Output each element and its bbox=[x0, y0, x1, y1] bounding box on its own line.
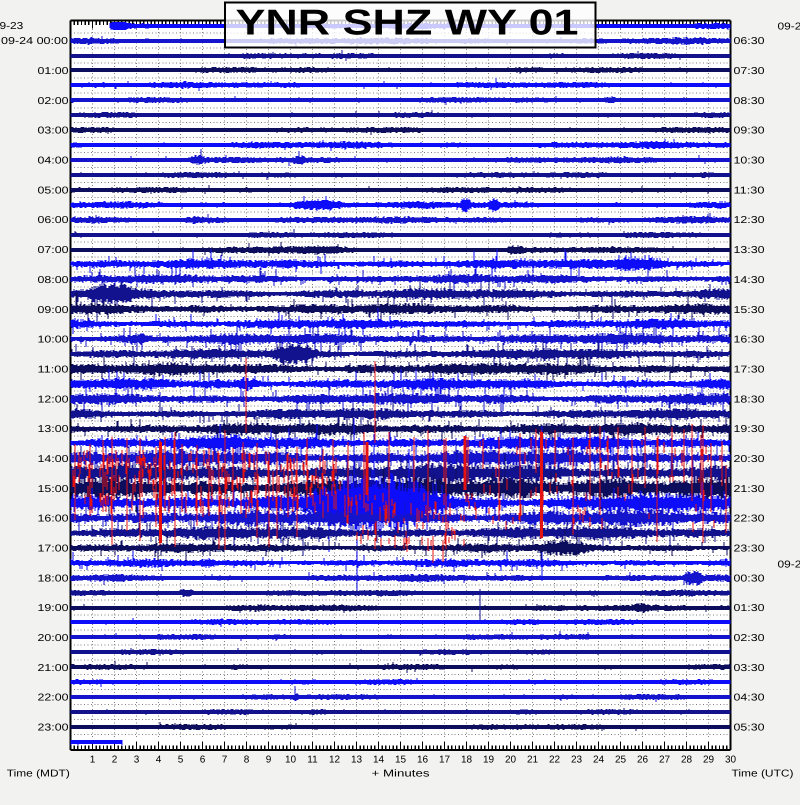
svg-text:17:30: 17:30 bbox=[734, 364, 766, 375]
svg-text:23:00: 23:00 bbox=[38, 723, 70, 734]
svg-text:12: 12 bbox=[329, 754, 341, 765]
svg-text:13:30: 13:30 bbox=[734, 245, 766, 256]
svg-text:1: 1 bbox=[90, 754, 96, 765]
svg-text:17: 17 bbox=[439, 754, 451, 765]
svg-text:14:30: 14:30 bbox=[734, 275, 766, 286]
svg-text:09-25: 09-25 bbox=[778, 559, 800, 570]
svg-text:12:30: 12:30 bbox=[734, 215, 766, 226]
svg-text:15:30: 15:30 bbox=[734, 305, 766, 316]
svg-text:4: 4 bbox=[156, 754, 162, 765]
svg-text:05:00: 05:00 bbox=[38, 185, 70, 196]
svg-text:13:00: 13:00 bbox=[38, 424, 70, 435]
svg-text:21:30: 21:30 bbox=[734, 484, 766, 495]
svg-text:7: 7 bbox=[222, 754, 228, 765]
svg-text:16:00: 16:00 bbox=[38, 514, 70, 525]
svg-text:15:00: 15:00 bbox=[38, 484, 70, 495]
svg-text:14: 14 bbox=[373, 754, 385, 765]
svg-text:3: 3 bbox=[134, 754, 140, 765]
svg-text:19:30: 19:30 bbox=[734, 424, 766, 435]
svg-text:23: 23 bbox=[571, 754, 583, 765]
svg-text:13: 13 bbox=[351, 754, 363, 765]
svg-text:16: 16 bbox=[417, 754, 429, 765]
svg-text:07:00: 07:00 bbox=[38, 245, 70, 256]
svg-text:03:30: 03:30 bbox=[734, 663, 766, 674]
svg-text:10:00: 10:00 bbox=[38, 335, 70, 346]
svg-text:00:30: 00:30 bbox=[734, 573, 766, 584]
svg-text:01:00: 01:00 bbox=[38, 66, 70, 77]
svg-text:02:00: 02:00 bbox=[38, 96, 70, 107]
svg-text:22:00: 22:00 bbox=[38, 693, 70, 704]
svg-text:02:30: 02:30 bbox=[734, 633, 766, 644]
svg-text:27: 27 bbox=[659, 754, 671, 765]
svg-text:10:30: 10:30 bbox=[734, 156, 766, 167]
svg-text:17:00: 17:00 bbox=[38, 544, 70, 555]
svg-text:20:00: 20:00 bbox=[38, 633, 70, 644]
svg-text:08:00: 08:00 bbox=[38, 275, 70, 286]
svg-text:29: 29 bbox=[703, 754, 715, 765]
svg-text:YNR SHZ WY 01: YNR SHZ WY 01 bbox=[236, 2, 579, 43]
svg-text:09-24 00:00: 09-24 00:00 bbox=[1, 36, 69, 47]
svg-text:21:00: 21:00 bbox=[38, 663, 70, 674]
svg-text:30: 30 bbox=[725, 754, 737, 765]
svg-text:18: 18 bbox=[461, 754, 473, 765]
svg-text:8: 8 bbox=[244, 754, 250, 765]
svg-text:11:30: 11:30 bbox=[734, 185, 766, 196]
svg-text:07:30: 07:30 bbox=[734, 66, 766, 77]
svg-text:03:00: 03:00 bbox=[38, 126, 70, 137]
svg-text:09-24: 09-24 bbox=[778, 21, 800, 32]
svg-text:21: 21 bbox=[527, 754, 539, 765]
svg-text:04:30: 04:30 bbox=[734, 693, 766, 704]
svg-text:06:30: 06:30 bbox=[734, 36, 766, 47]
svg-text:22: 22 bbox=[549, 754, 561, 765]
svg-text:08:30: 08:30 bbox=[734, 96, 766, 107]
svg-text:9: 9 bbox=[266, 754, 272, 765]
svg-text:Time (MDT): Time (MDT) bbox=[7, 768, 70, 779]
svg-text:24: 24 bbox=[593, 754, 605, 765]
svg-text:22:30: 22:30 bbox=[734, 514, 766, 525]
svg-text:5: 5 bbox=[178, 754, 184, 765]
svg-text:23:30: 23:30 bbox=[734, 544, 766, 555]
svg-text:6: 6 bbox=[200, 754, 206, 765]
svg-text:09:00: 09:00 bbox=[38, 305, 70, 316]
svg-text:2: 2 bbox=[112, 754, 118, 765]
svg-text:06:00: 06:00 bbox=[38, 215, 70, 226]
svg-text:16:30: 16:30 bbox=[734, 335, 766, 346]
svg-text:26: 26 bbox=[637, 754, 649, 765]
svg-text:15: 15 bbox=[395, 754, 407, 765]
svg-text:10: 10 bbox=[285, 754, 297, 765]
svg-text:18:30: 18:30 bbox=[734, 394, 766, 405]
svg-text:20:30: 20:30 bbox=[734, 454, 766, 465]
svg-text:18:00: 18:00 bbox=[38, 573, 70, 584]
svg-text:01:30: 01:30 bbox=[734, 603, 766, 614]
svg-text:11: 11 bbox=[307, 754, 318, 765]
svg-text:05:30: 05:30 bbox=[734, 723, 766, 734]
svg-text:09-23: 09-23 bbox=[0, 21, 24, 32]
svg-text:19: 19 bbox=[483, 754, 495, 765]
svg-text:Time (UTC): Time (UTC) bbox=[732, 768, 794, 779]
svg-text:04:00: 04:00 bbox=[38, 156, 70, 167]
svg-text:+ Minutes: + Minutes bbox=[372, 768, 430, 779]
svg-text:28: 28 bbox=[681, 754, 693, 765]
svg-text:09:30: 09:30 bbox=[734, 126, 766, 137]
svg-text:19:00: 19:00 bbox=[38, 603, 70, 614]
svg-text:20: 20 bbox=[505, 754, 517, 765]
svg-text:14:00: 14:00 bbox=[38, 454, 70, 465]
svg-text:12:00: 12:00 bbox=[38, 394, 70, 405]
svg-text:11:00: 11:00 bbox=[38, 364, 70, 375]
svg-text:25: 25 bbox=[615, 754, 627, 765]
